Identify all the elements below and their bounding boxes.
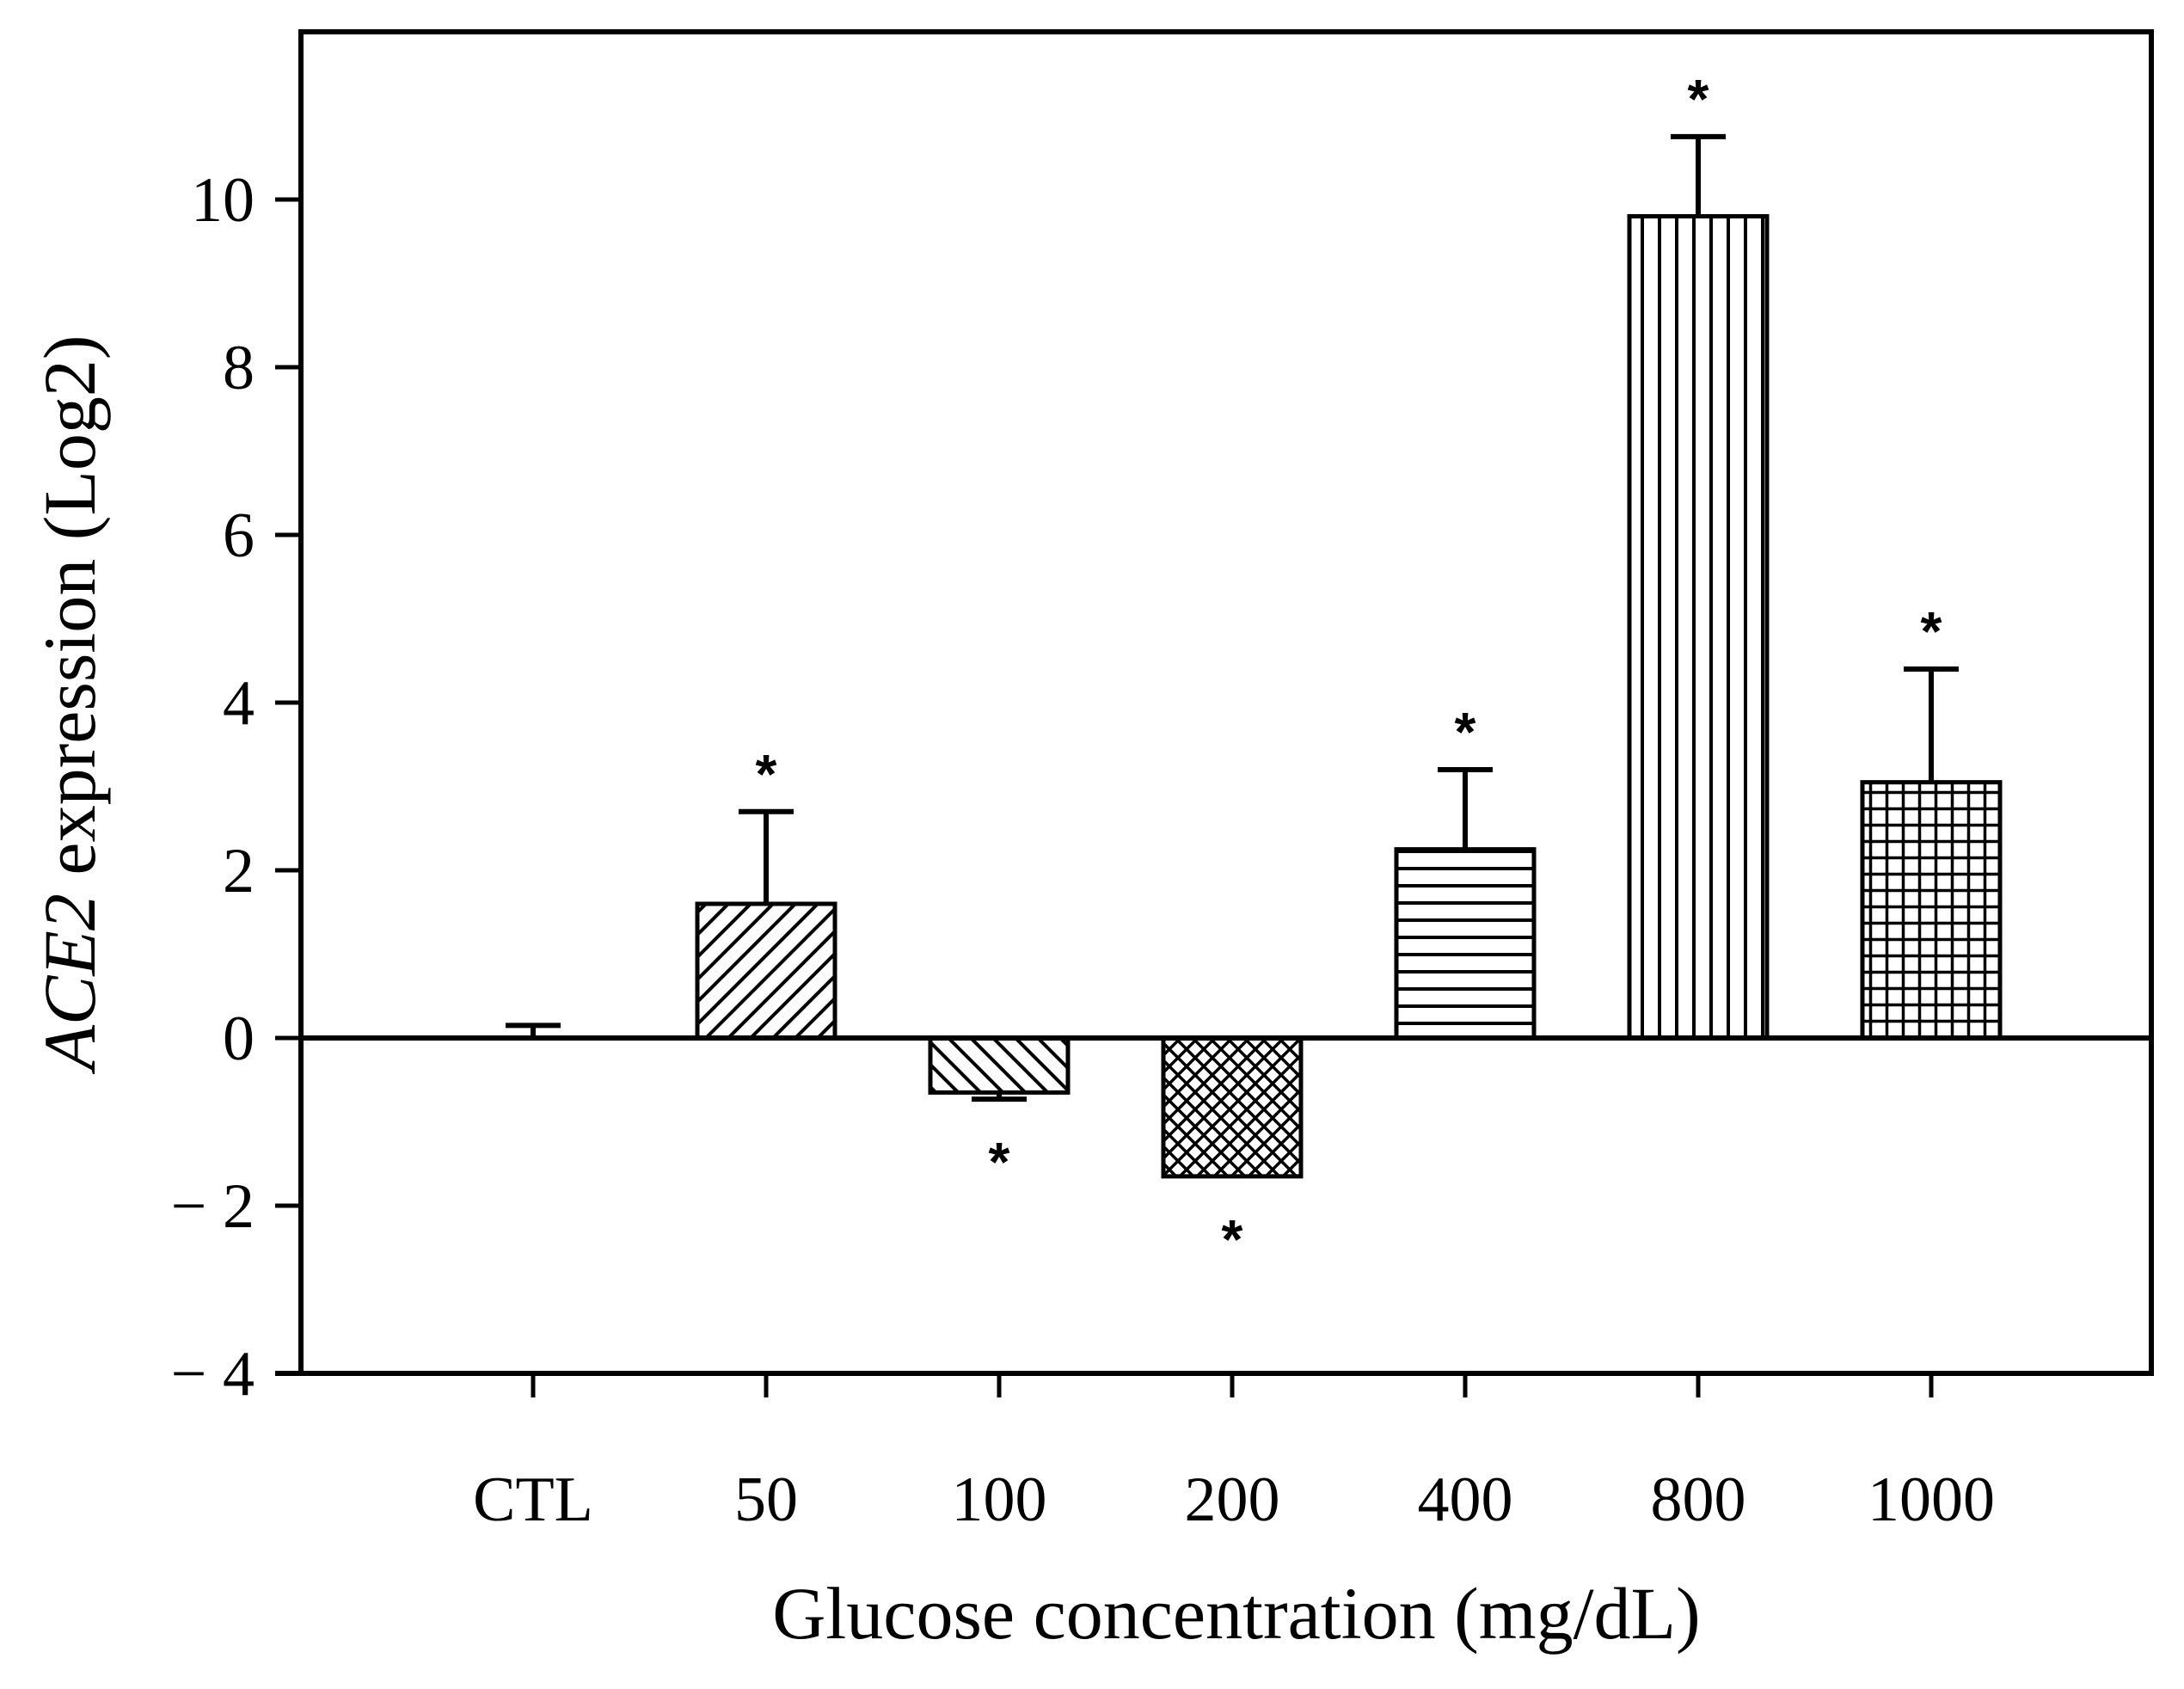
y-tick-label: 2: [223, 836, 255, 906]
significance-marker-1000: *: [1921, 600, 1942, 662]
x-tick-label: 50: [734, 1465, 798, 1535]
y-tick-label: 0: [223, 1004, 255, 1074]
significance-marker-50: *: [756, 743, 777, 805]
x-axis-title: Glucose concentration (mg/dL): [772, 1572, 1700, 1655]
bar-100: [928, 1035, 1071, 1095]
x-tick-label: CTL: [473, 1465, 593, 1535]
bar-800: [1627, 214, 1770, 1041]
x-axis-ticks: CTL 50 100 200 400 800 1000: [473, 1373, 1995, 1535]
x-tick-label: 800: [1651, 1465, 1746, 1535]
bar-1000: [1860, 780, 2003, 1041]
x-tick-label: 200: [1185, 1465, 1280, 1535]
significance-marker-100: *: [989, 1131, 1010, 1193]
y-axis-title: ACE2 expression (Log2): [28, 335, 111, 1074]
y-tick-label: − 4: [171, 1339, 255, 1410]
y-axis-ticks: − 4 − 2 0 2 4 6 8 10: [171, 165, 301, 1410]
y-tick-label: 10: [191, 165, 255, 236]
y-tick-label: 4: [223, 668, 255, 739]
bars-layer: [695, 214, 2003, 1179]
y-tick-label: − 2: [171, 1171, 255, 1242]
error-bars-layer: [506, 133, 1959, 1102]
x-tick-label: 400: [1418, 1465, 1513, 1535]
bar-50: [695, 901, 837, 1041]
bar-200: [1161, 1035, 1304, 1179]
x-tick-label: 100: [952, 1465, 1047, 1535]
significance-markers-layer: * * * * * *: [756, 68, 1942, 1270]
y-tick-label: 8: [223, 333, 255, 403]
y-axis-title-gene: ACE2: [28, 894, 111, 1074]
bar-400: [1394, 847, 1537, 1041]
y-tick-label: 6: [223, 501, 255, 571]
y-axis-title-rest: expression (Log2): [28, 335, 111, 894]
significance-marker-200: *: [1222, 1208, 1243, 1270]
x-tick-label: 1000: [1868, 1465, 1995, 1535]
significance-marker-800: *: [1688, 68, 1709, 130]
significance-marker-400: *: [1455, 701, 1476, 763]
